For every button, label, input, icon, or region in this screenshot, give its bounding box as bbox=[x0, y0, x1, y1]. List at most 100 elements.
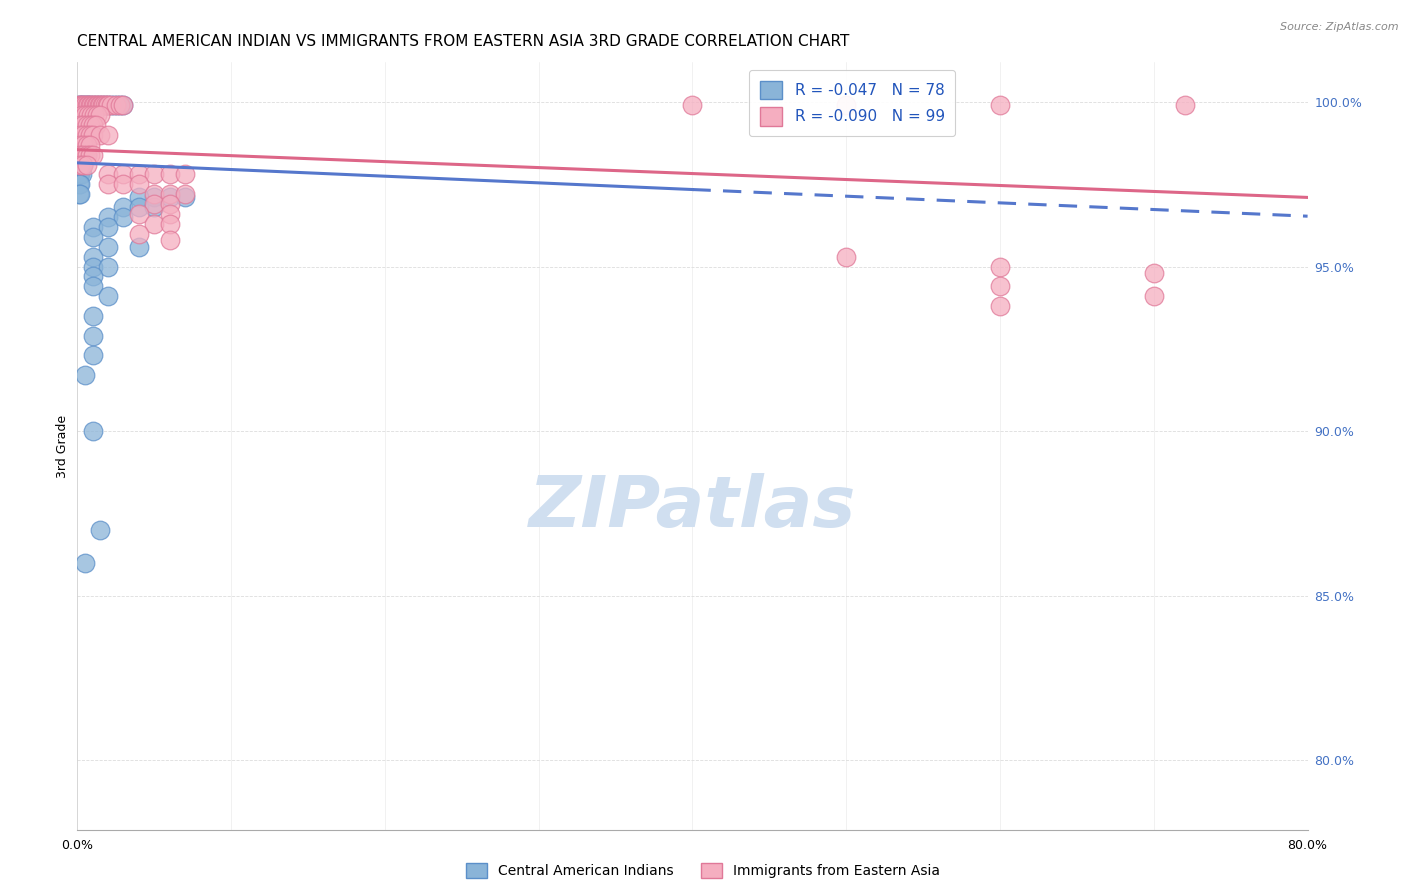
Point bbox=[143, 190, 166, 204]
Point bbox=[128, 167, 150, 181]
Point bbox=[69, 147, 91, 161]
Point bbox=[82, 98, 104, 112]
Point bbox=[93, 98, 115, 112]
Point bbox=[76, 118, 98, 132]
Point bbox=[69, 98, 91, 112]
Point bbox=[159, 167, 181, 181]
Point bbox=[69, 147, 91, 161]
Point bbox=[112, 178, 135, 192]
Point bbox=[69, 157, 91, 171]
Point bbox=[159, 233, 181, 247]
Point bbox=[103, 98, 125, 112]
Point bbox=[69, 178, 91, 192]
Point bbox=[70, 167, 93, 181]
Point bbox=[94, 98, 117, 112]
Point bbox=[76, 147, 98, 161]
Point bbox=[76, 128, 98, 142]
Point bbox=[143, 187, 166, 202]
Point bbox=[835, 250, 858, 264]
Point bbox=[104, 98, 127, 112]
Point bbox=[77, 98, 100, 112]
Point bbox=[143, 197, 166, 211]
Point bbox=[174, 167, 197, 181]
Point bbox=[89, 128, 111, 142]
Point bbox=[69, 137, 91, 152]
Point bbox=[67, 187, 90, 202]
Text: CENTRAL AMERICAN INDIAN VS IMMIGRANTS FROM EASTERN ASIA 3RD GRADE CORRELATION CH: CENTRAL AMERICAN INDIAN VS IMMIGRANTS FR… bbox=[77, 34, 849, 49]
Legend: R = -0.047   N = 78, R = -0.090   N = 99: R = -0.047 N = 78, R = -0.090 N = 99 bbox=[749, 70, 956, 136]
Point bbox=[70, 157, 93, 171]
Point bbox=[82, 269, 104, 284]
Point bbox=[72, 118, 94, 132]
Point bbox=[72, 157, 94, 171]
Point bbox=[89, 98, 111, 112]
Point bbox=[94, 98, 117, 112]
Point bbox=[69, 118, 91, 132]
Point bbox=[82, 118, 104, 132]
Point bbox=[69, 167, 91, 181]
Point bbox=[87, 98, 110, 112]
Point bbox=[84, 118, 107, 132]
Point bbox=[82, 260, 104, 274]
Point bbox=[128, 178, 150, 192]
Point bbox=[97, 220, 120, 235]
Point bbox=[67, 98, 90, 112]
Point bbox=[112, 200, 135, 214]
Point bbox=[72, 147, 94, 161]
Point bbox=[72, 157, 94, 171]
Point bbox=[82, 424, 104, 438]
Point bbox=[143, 217, 166, 231]
Point bbox=[72, 118, 94, 132]
Point bbox=[83, 108, 105, 122]
Point bbox=[110, 98, 132, 112]
Point bbox=[174, 190, 197, 204]
Point bbox=[69, 187, 91, 202]
Point bbox=[77, 108, 100, 122]
Point bbox=[159, 207, 181, 221]
Point bbox=[72, 147, 94, 161]
Point bbox=[97, 289, 120, 303]
Point bbox=[69, 157, 91, 171]
Point bbox=[97, 210, 120, 224]
Y-axis label: 3rd Grade: 3rd Grade bbox=[56, 415, 69, 477]
Point bbox=[96, 98, 118, 112]
Point bbox=[84, 98, 107, 112]
Point bbox=[67, 167, 90, 181]
Point bbox=[128, 240, 150, 254]
Point bbox=[82, 279, 104, 293]
Point bbox=[82, 98, 104, 112]
Point bbox=[76, 157, 98, 171]
Text: Source: ZipAtlas.com: Source: ZipAtlas.com bbox=[1281, 22, 1399, 32]
Point bbox=[70, 108, 93, 122]
Point bbox=[682, 98, 704, 112]
Text: ZIPatlas: ZIPatlas bbox=[529, 473, 856, 541]
Point bbox=[69, 137, 91, 152]
Point bbox=[77, 98, 100, 112]
Point bbox=[97, 98, 120, 112]
Point bbox=[159, 187, 181, 202]
Point bbox=[128, 200, 150, 214]
Point bbox=[174, 187, 197, 202]
Point bbox=[128, 227, 150, 241]
Point bbox=[76, 98, 98, 112]
Point bbox=[72, 137, 94, 152]
Point bbox=[97, 167, 120, 181]
Point bbox=[84, 98, 107, 112]
Point bbox=[86, 98, 108, 112]
Point bbox=[76, 98, 98, 112]
Point bbox=[67, 98, 90, 112]
Point bbox=[988, 260, 1011, 274]
Point bbox=[87, 98, 110, 112]
Point bbox=[100, 98, 122, 112]
Point bbox=[79, 118, 101, 132]
Point bbox=[1143, 266, 1166, 280]
Point bbox=[82, 250, 104, 264]
Point bbox=[89, 108, 111, 122]
Point bbox=[90, 98, 114, 112]
Point bbox=[72, 98, 94, 112]
Point bbox=[69, 128, 91, 142]
Legend: Central American Indians, Immigrants from Eastern Asia: Central American Indians, Immigrants fro… bbox=[458, 856, 948, 885]
Point bbox=[79, 137, 101, 152]
Point bbox=[159, 190, 181, 204]
Point bbox=[143, 200, 166, 214]
